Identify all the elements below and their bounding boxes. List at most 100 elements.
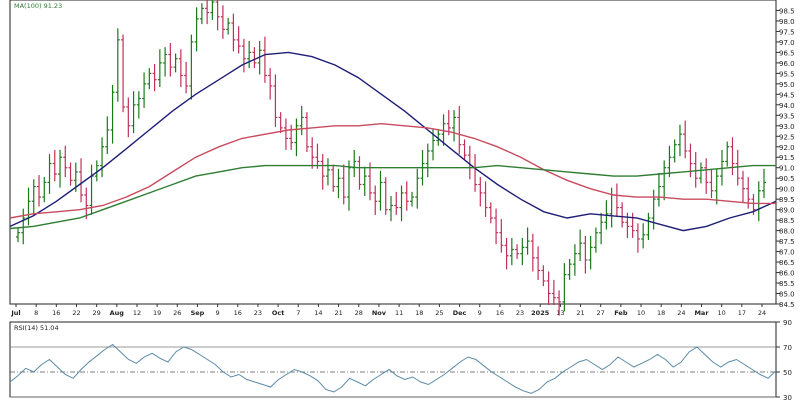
price-y-tick-label: 87.5 (779, 238, 795, 246)
price-y-tick-label: 97.0 (779, 39, 795, 47)
ohlc-bar (168, 42, 173, 77)
price-panel: 98.5 98.0 97.5 97.0 96.5 96.0 95.5 95.0 94.5 94.0… (9, 0, 795, 317)
price-y-tick-label: 92.5 (779, 133, 795, 141)
price-y-tick-label: 98.5 (779, 7, 795, 15)
ohlc-bar (709, 168, 714, 199)
price-x-tick-label: 9 (478, 309, 482, 317)
ohlc-bar (593, 227, 598, 253)
ohlc-bar (740, 170, 745, 203)
rsi-panel: 90 70 50 30 RSI(14) 51.04 (9, 319, 792, 402)
ohlc-bar (367, 162, 372, 201)
price-y-tick-label: 95.5 (779, 70, 795, 78)
ohlc-bar (551, 279, 556, 306)
price-x-tick-label: Mar (694, 309, 709, 317)
price-y-tick-label: 91.0 (779, 165, 795, 173)
ohlc-bar (462, 139, 467, 161)
price-x-tick-label: 10 (637, 309, 645, 317)
price-y-tick-label: 94.5 (779, 91, 795, 99)
price-y-tick-label: 88.0 (779, 228, 795, 236)
price-x-tick-label: 18 (415, 309, 423, 317)
ohlc-bar (147, 68, 152, 90)
ohlc-bar (452, 110, 457, 142)
price-plot-area (9, 0, 777, 305)
price-y-tick-label: 98.0 (779, 18, 795, 26)
price-x-tick-label: 14 (314, 309, 322, 317)
ohlc-bar (357, 156, 362, 190)
rsi-y-tick-label: 50 (783, 369, 792, 377)
price-x-tick-label: 26 (173, 309, 181, 317)
price-x-tick-label: 8 (34, 309, 38, 317)
ohlc-bar (105, 116, 110, 155)
price-x-tick-label: 7 (296, 309, 300, 317)
price-y-tick-label: 89.0 (779, 207, 795, 215)
ohlc-bar (667, 145, 672, 178)
ohlc-bar (262, 36, 267, 83)
price-x-tick-label: 25 (435, 309, 443, 317)
price-x-tick-label: 18 (657, 309, 665, 317)
ohlc-bar (273, 74, 278, 127)
ohlc-bar (325, 158, 330, 186)
ohlc-bar (404, 181, 409, 211)
ohlc-bar (47, 154, 52, 194)
ohlc-bar (441, 114, 446, 146)
ohlc-bar (509, 237, 514, 266)
price-x-tick-label: 24 (758, 309, 766, 317)
ohlc-bar (457, 105, 462, 155)
ohlc-bar (110, 84, 115, 144)
ohlc-bar (583, 235, 588, 274)
ohlc-bar (415, 168, 420, 209)
price-x-tick-label: 29 (93, 309, 101, 317)
ohlc-bar (578, 229, 583, 262)
ohlc-bar (194, 7, 199, 52)
ohlc-bar (163, 47, 168, 77)
ohlc-bar (389, 196, 393, 222)
ohlc-bar (378, 170, 383, 211)
price-x-tick-label: 9 (216, 309, 220, 317)
price-y-tick-label: 97.5 (779, 28, 795, 36)
ohlc-bar (714, 168, 719, 205)
price-x-tick-label: 21 (334, 309, 342, 317)
ohlc-bar (157, 49, 162, 88)
ohlc-bar (762, 168, 766, 199)
ohlc-bar (735, 149, 740, 186)
price-y-tick-label: 95.0 (779, 81, 795, 89)
ohlc-bar (121, 34, 126, 113)
price-y-tick-label: 90.0 (779, 186, 795, 194)
ohlc-bar (646, 212, 651, 241)
ohlc-bar (152, 63, 157, 92)
ohlc-bar (488, 202, 493, 224)
price-y-tick-label: 91.5 (779, 154, 795, 162)
price-y-tick-label: 96.5 (779, 49, 795, 57)
price-x-tick-label: Dec (453, 309, 467, 317)
price-y-tick-label: 89.5 (779, 196, 795, 204)
price-y-tick-label: 85.5 (779, 280, 795, 288)
price-x-tick-label: 11 (395, 309, 403, 317)
price-x-tick-label: Sep (191, 309, 205, 317)
price-x-tick-label: Aug (110, 309, 125, 317)
ohlc-bar (436, 128, 441, 146)
price-x-tick-label: 17 (738, 309, 746, 317)
ohlc-bar (635, 223, 640, 253)
ohlc-bar (362, 166, 367, 197)
price-y-tick-label: 90.5 (779, 175, 795, 183)
ohlc-bar (373, 185, 378, 215)
price-x-tick-label: 16 (234, 309, 242, 317)
ohlc-bar (567, 258, 572, 280)
ohlc-bar (320, 154, 325, 190)
price-x-tick-label: 13 (556, 309, 564, 317)
ohlc-bar (730, 137, 735, 176)
ohlc-bar (173, 53, 178, 73)
ohlc-bar (131, 91, 136, 134)
ohlc-bar (494, 208, 499, 245)
ohlc-bar (84, 187, 89, 220)
ohlc-bar (588, 235, 593, 270)
rsi-line (9, 343, 777, 394)
ohlc-bar (394, 191, 399, 215)
ohlc-bar (42, 177, 47, 203)
price-x-tick-label: 27 (597, 309, 605, 317)
ohlc-bar (142, 72, 147, 108)
price-y-tick-label: 85.0 (779, 291, 795, 299)
ohlc-bar (546, 271, 551, 306)
ohlc-bar (241, 38, 246, 73)
ohlc-bar (641, 223, 646, 249)
